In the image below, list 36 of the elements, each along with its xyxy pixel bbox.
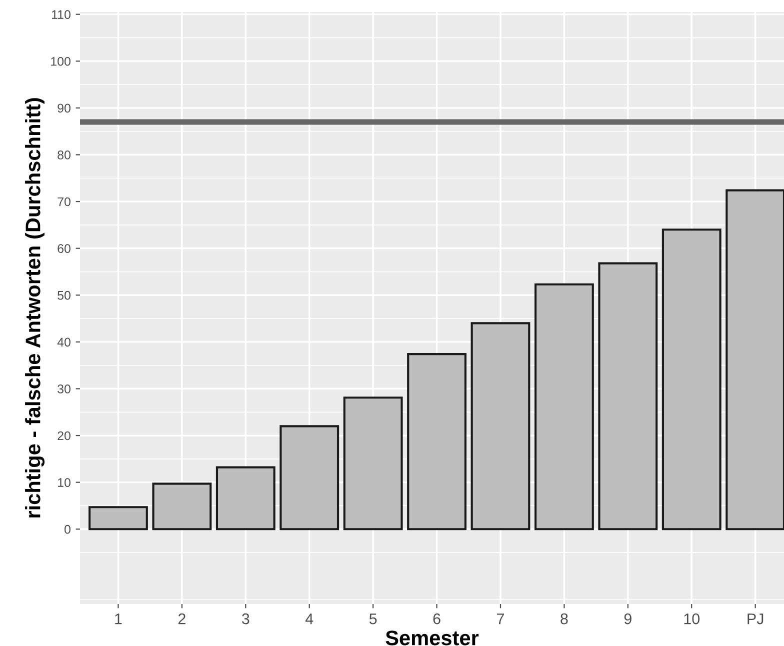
x-tick-label: 7 (497, 614, 504, 624)
bar (280, 425, 340, 530)
y-tick-label: 0 (64, 524, 70, 534)
bar (407, 353, 466, 530)
x-tick-label: 3 (242, 613, 250, 624)
y-tick-label: 40 (57, 338, 70, 347)
x-tick-label: 5 (369, 614, 377, 624)
bar (598, 262, 658, 530)
bar (534, 283, 594, 530)
bar (216, 466, 276, 530)
y-tick-label: 100 (51, 56, 70, 66)
x-tick-label: 10 (684, 613, 700, 624)
bar (343, 396, 403, 530)
bar (470, 322, 530, 530)
y-tick-label: 80 (58, 150, 70, 160)
y-tick-label: 30 (58, 384, 70, 394)
y-tick-label: 60 (58, 244, 70, 253)
x-tick-label: 2 (178, 613, 186, 624)
x-tick-label: 6 (433, 613, 440, 624)
bar (88, 506, 148, 530)
bar (726, 189, 784, 530)
y-tick-label: 110 (52, 10, 70, 19)
y-tick-label: 20 (58, 431, 70, 440)
y-tick-label: 50 (58, 290, 70, 300)
y-axis-title: richtige - falsche Antworten (Durchschnitt) (25, 98, 45, 518)
bar (152, 482, 212, 530)
x-tick-label: 4 (305, 614, 314, 624)
y-tick-label: 10 (58, 478, 70, 487)
x-tick-label: PJ (748, 614, 764, 624)
y-tick-label: 90 (58, 104, 70, 113)
x-tick-label: 1 (115, 614, 122, 624)
x-tick-label: 8 (560, 613, 568, 624)
x-axis-title: Semester (386, 630, 479, 646)
x-tick-label: 9 (624, 613, 632, 624)
bar (662, 228, 722, 530)
y-tick-label: 70 (58, 197, 70, 206)
